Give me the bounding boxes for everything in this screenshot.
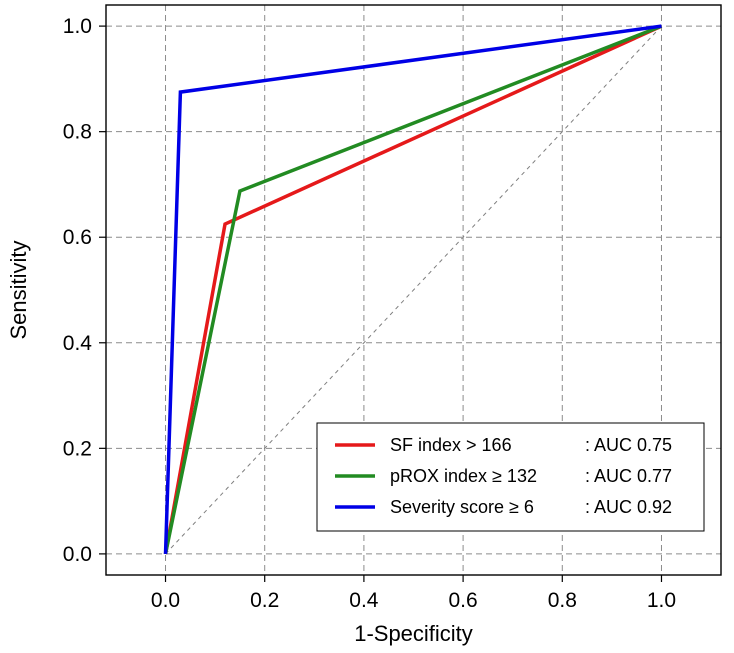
x-tick-label: 0.0	[151, 589, 180, 612]
y-axis-title: Sensitivity	[6, 240, 31, 339]
legend-auc-1: : AUC 0.75	[585, 435, 672, 455]
y-tick-label: 0.6	[63, 226, 92, 249]
reference-layer	[165, 25, 662, 555]
series-line-3	[163, 24, 662, 554]
series-line-1	[163, 24, 663, 555]
grid-layer	[106, 5, 721, 575]
x-tick-label: 0.8	[548, 589, 577, 612]
legend-label-3: Severity score ≥ 6	[390, 497, 534, 517]
axis-layer: 0.0 0.2 0.4 0.6 0.8 1.0 0.0 0.2 0.4 0.6 0.8 1.0	[63, 15, 676, 612]
y-tick-label: 0.2	[63, 437, 92, 460]
legend-box	[316, 422, 705, 532]
legend-label-1: SF index > 166	[390, 435, 512, 455]
x-tick-label: 0.4	[349, 589, 379, 612]
series-line-2	[163, 24, 663, 555]
legend-auc-3: : AUC 0.92	[585, 497, 672, 517]
x-tick-label: 1.0	[647, 589, 676, 612]
x-tick-label: 0.6	[448, 589, 477, 612]
x-tick-label: 0.2	[250, 589, 279, 612]
reference-diagonal	[165, 25, 662, 555]
y-tick-label: 0.8	[63, 121, 92, 144]
y-tick-label: 0.4	[63, 332, 93, 355]
y-tick-label: 1.0	[63, 15, 92, 38]
plot-frame	[105, 4, 722, 576]
y-tick-label: 0.0	[63, 543, 92, 566]
legend-label-2: pROX index ≥ 132	[390, 466, 537, 486]
legend-auc-2: : AUC 0.77	[585, 466, 672, 486]
legend: SF index > 166 : AUC 0.75 pROX index ≥ 132…	[316, 422, 705, 532]
series-layer	[163, 24, 663, 555]
x-axis-title: 1-Specificity	[354, 621, 473, 646]
